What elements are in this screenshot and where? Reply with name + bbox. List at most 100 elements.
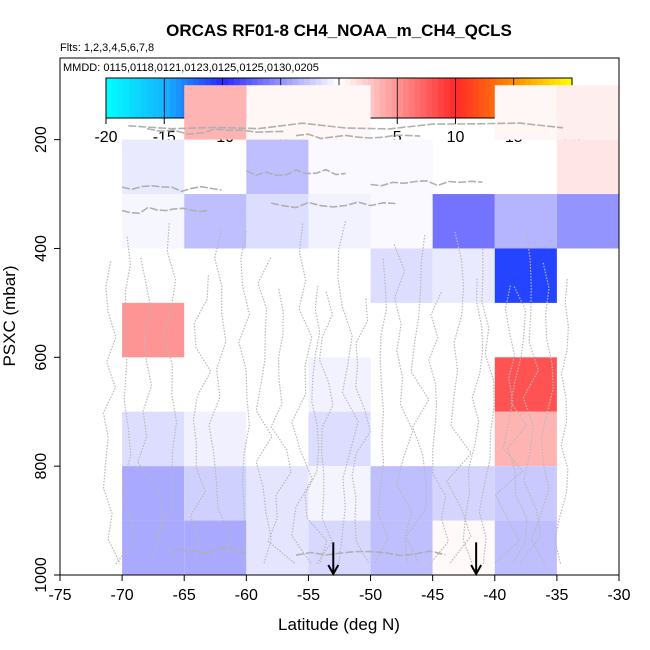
dates-label: MMDD: 0115,0118,0121,0123,0125,0125,0130…	[63, 62, 319, 74]
flight-profile	[102, 261, 121, 565]
flight-profile	[518, 231, 542, 565]
heatmap-cells	[122, 85, 619, 575]
heatmap-cell	[246, 520, 309, 575]
flight-level-leg	[146, 127, 284, 136]
heatmap-cell	[308, 466, 371, 521]
arrow-head	[327, 564, 340, 577]
x-tick-label: -50	[359, 587, 382, 604]
flight-level-leg	[370, 179, 483, 187]
chart-title: ORCAS RF01-8 CH4_NOAA_m_CH4_QCLS	[166, 21, 512, 40]
flight-profile	[462, 278, 484, 565]
colorbar-swatch	[397, 78, 404, 118]
heatmap-cell	[494, 85, 557, 140]
colorbar-swatch	[117, 78, 125, 118]
x-tick-label: -45	[421, 587, 444, 604]
y-axis-label: PSXC (mbar)	[0, 265, 19, 366]
colorbar-swatch	[467, 78, 474, 118]
heatmap-cell	[556, 85, 619, 140]
heatmap-cell	[494, 248, 557, 303]
heatmap-cell	[246, 194, 309, 249]
colorbar-swatch	[379, 78, 387, 118]
x-axis-label: Latitude (deg N)	[278, 615, 400, 634]
colorbar-swatch	[426, 78, 433, 118]
flight-level-leg	[121, 184, 222, 193]
heatmap-cell	[122, 411, 185, 467]
colorbar-swatch	[146, 78, 154, 118]
heatmap-cell	[432, 248, 495, 303]
heatmap-cell	[122, 302, 185, 358]
colorbar-swatch	[152, 78, 160, 118]
flight-profile	[115, 236, 137, 565]
heatmap-cell	[184, 411, 247, 467]
flight-profile	[316, 291, 334, 565]
colorbar-swatch	[472, 78, 480, 118]
colorbar-tick-label: 10	[447, 129, 465, 146]
flight-tracks	[102, 122, 570, 565]
colorbar-swatch	[443, 78, 451, 118]
colorbar-swatch	[449, 78, 457, 118]
heatmap-cell	[370, 520, 433, 575]
colorbar-swatch	[106, 78, 113, 118]
colorbar-swatch	[420, 78, 427, 118]
colorbar-swatch	[170, 78, 177, 118]
heatmap-cell	[432, 194, 495, 249]
flight-level-leg	[295, 550, 446, 557]
flight-profile	[493, 285, 524, 565]
colorbar-swatch	[123, 78, 130, 118]
heatmap-cell	[494, 357, 557, 412]
flight-profile	[238, 230, 251, 565]
y-axis: 200 400 600 800 1000	[33, 126, 60, 593]
heatmap-cell	[122, 139, 185, 195]
colorbar-swatch	[129, 78, 136, 118]
x-tick-label: -30	[607, 587, 630, 604]
flights-label: Flts: 1,2,3,4,5,6,7,8	[60, 42, 154, 54]
colorbar-swatch	[432, 78, 439, 118]
heatmap-cell	[184, 85, 247, 140]
flight-level-leg	[295, 133, 421, 140]
latitude-arrows	[327, 542, 483, 577]
flight-level-leg	[121, 206, 210, 215]
plot-frame	[59, 57, 620, 576]
colorbar-swatch	[158, 78, 165, 118]
heatmap-cell	[246, 139, 309, 195]
x-tick-label: -70	[111, 587, 134, 604]
flight-profile	[156, 223, 181, 565]
flight-level-leg	[271, 201, 396, 209]
colorbar-swatch	[164, 78, 171, 118]
heatmap-cell	[370, 194, 433, 249]
flight-level-leg	[128, 122, 564, 130]
flight-level-leg	[171, 547, 247, 555]
x-tick-label: -35	[545, 587, 568, 604]
heatmap-cell	[184, 466, 247, 521]
heatmap-cell	[122, 194, 185, 249]
colorbar-swatch	[175, 78, 183, 118]
colorbar-swatch	[478, 78, 486, 118]
flight-profile	[291, 223, 313, 565]
heatmap-cell	[184, 520, 247, 575]
flight-profile	[189, 275, 212, 565]
colorbar-swatch	[490, 78, 497, 118]
arrow-head	[470, 564, 483, 577]
y-tick-label: 600	[33, 344, 50, 371]
colorbar-swatch	[461, 78, 468, 118]
heatmap-cell	[432, 466, 495, 521]
heatmap-cell	[308, 411, 371, 467]
flight-profile	[373, 258, 389, 565]
colorbar-swatch	[385, 78, 393, 118]
flight-profile	[507, 286, 528, 565]
colorbar-swatch	[414, 78, 422, 118]
heatmap-cell	[494, 466, 557, 521]
flight-level-leg	[245, 168, 346, 177]
colorbar-swatch	[484, 78, 492, 118]
heatmap-cell	[308, 520, 371, 575]
flight-profile	[351, 298, 371, 565]
flight-profile	[267, 288, 297, 565]
colorbar-swatch	[438, 78, 445, 118]
heatmap-cell	[494, 411, 557, 467]
flight-profile	[405, 235, 430, 565]
colorbar-swatch	[111, 78, 119, 118]
heatmap-cell	[122, 520, 185, 575]
colorbar-swatch	[403, 78, 410, 118]
colorbar-swatch	[368, 78, 375, 118]
